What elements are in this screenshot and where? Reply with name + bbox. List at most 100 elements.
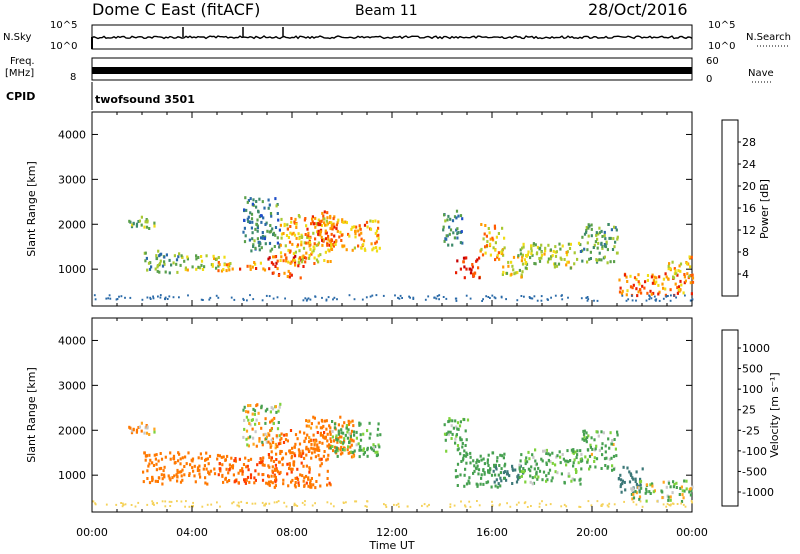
echo-cell bbox=[262, 267, 265, 271]
x-tick-label: 08:00 bbox=[276, 526, 308, 539]
echo-cell bbox=[291, 446, 294, 450]
echo-cell bbox=[631, 489, 634, 492]
echo-cell bbox=[601, 235, 604, 238]
echo-cell bbox=[572, 464, 575, 468]
echo-cell bbox=[489, 237, 492, 241]
echo-cell bbox=[317, 232, 320, 236]
echo-cell bbox=[225, 269, 228, 273]
echo-cell bbox=[445, 237, 448, 241]
echo-cell bbox=[611, 464, 614, 468]
echo-cell bbox=[632, 492, 635, 496]
echo-cell bbox=[595, 233, 598, 237]
echo-cell bbox=[340, 233, 343, 237]
ground-scatter-cell bbox=[217, 296, 220, 299]
ground-scatter-cell bbox=[493, 296, 496, 299]
echo-cell bbox=[130, 225, 134, 229]
ground-scatter-cell bbox=[168, 295, 171, 298]
echo-cell bbox=[330, 246, 333, 250]
echo-cell bbox=[355, 443, 358, 447]
echo-cell bbox=[475, 482, 478, 486]
echo-cell bbox=[271, 407, 275, 411]
echo-cell bbox=[494, 465, 497, 469]
echo-cell bbox=[353, 246, 356, 250]
echo-cell bbox=[363, 450, 366, 454]
echo-cell bbox=[552, 249, 555, 253]
echo-cell bbox=[339, 230, 342, 234]
echo-cell bbox=[362, 243, 365, 247]
echo-cell bbox=[598, 448, 601, 452]
echo-cell bbox=[178, 252, 181, 256]
echo-cell bbox=[289, 231, 292, 235]
echo-cell bbox=[306, 433, 309, 437]
echo-cell bbox=[495, 467, 498, 471]
echo-cell bbox=[544, 449, 547, 453]
echo-cell bbox=[646, 274, 650, 277]
echo-cell bbox=[347, 451, 350, 455]
ground-scatter-cell bbox=[481, 300, 483, 302]
echo-cell bbox=[137, 220, 140, 223]
echo-cell bbox=[585, 431, 588, 435]
echo-cell bbox=[264, 223, 267, 226]
echo-cell bbox=[326, 432, 329, 436]
echo-cell bbox=[301, 260, 304, 264]
echo-cell bbox=[287, 269, 290, 273]
echo-cell bbox=[328, 443, 331, 447]
echo-cell bbox=[612, 467, 616, 471]
echo-cell bbox=[611, 248, 615, 251]
beam-title: Beam 11 bbox=[355, 3, 418, 19]
echo-cell bbox=[234, 459, 237, 463]
ground-scatter-cell bbox=[670, 294, 672, 297]
echo-cell bbox=[673, 483, 676, 486]
echo-cell bbox=[483, 471, 486, 475]
echo-cell bbox=[362, 432, 365, 436]
echo-cell bbox=[352, 424, 355, 428]
echo-cell bbox=[613, 438, 616, 441]
echo-cell bbox=[273, 474, 276, 478]
echo-cell bbox=[469, 455, 472, 459]
echo-cell bbox=[268, 203, 271, 207]
echo-cell bbox=[646, 291, 649, 295]
echo-cell bbox=[574, 468, 577, 471]
echo-cell bbox=[480, 473, 483, 477]
echo-cell bbox=[255, 205, 258, 209]
echo-cell bbox=[565, 459, 568, 463]
echo-cell bbox=[263, 206, 266, 210]
echo-cell bbox=[511, 264, 514, 268]
echo-cell bbox=[580, 467, 583, 471]
echo-cell bbox=[519, 464, 522, 468]
echo-cell bbox=[323, 431, 326, 434]
echo-cell bbox=[336, 438, 339, 442]
ground-scatter-cell bbox=[332, 298, 334, 301]
ground-scatter-cell bbox=[523, 295, 525, 298]
echo-cell bbox=[582, 429, 585, 433]
echo-cell bbox=[524, 266, 527, 270]
echo-cell bbox=[341, 244, 344, 248]
echo-cell bbox=[359, 422, 362, 426]
echo-cell bbox=[527, 250, 530, 254]
echo-cell bbox=[289, 272, 292, 276]
echo-cell bbox=[455, 271, 458, 275]
echo-cell bbox=[497, 251, 500, 255]
echo-cell bbox=[524, 480, 527, 484]
echo-cell bbox=[249, 264, 252, 268]
echo-cell bbox=[274, 480, 277, 484]
echo-cell bbox=[308, 436, 311, 440]
echo-cell bbox=[345, 426, 348, 430]
ground-scatter-cell bbox=[306, 298, 309, 301]
echo-cell bbox=[535, 470, 538, 474]
ground-scatter-cell bbox=[192, 501, 194, 504]
echo-cell bbox=[339, 415, 342, 419]
echo-cell bbox=[277, 409, 280, 413]
echo-cell bbox=[317, 241, 320, 245]
echo-cell bbox=[261, 440, 264, 444]
echo-cell bbox=[290, 220, 293, 224]
ground-scatter-cell bbox=[627, 298, 630, 301]
ground-scatter-cell bbox=[393, 503, 395, 506]
ground-scatter-cell bbox=[208, 298, 211, 301]
echo-cell bbox=[600, 241, 603, 245]
echo-cell bbox=[267, 257, 270, 261]
echo-cell bbox=[486, 240, 489, 244]
ground-scatter-cell bbox=[669, 299, 672, 302]
echo-cell bbox=[612, 443, 615, 446]
